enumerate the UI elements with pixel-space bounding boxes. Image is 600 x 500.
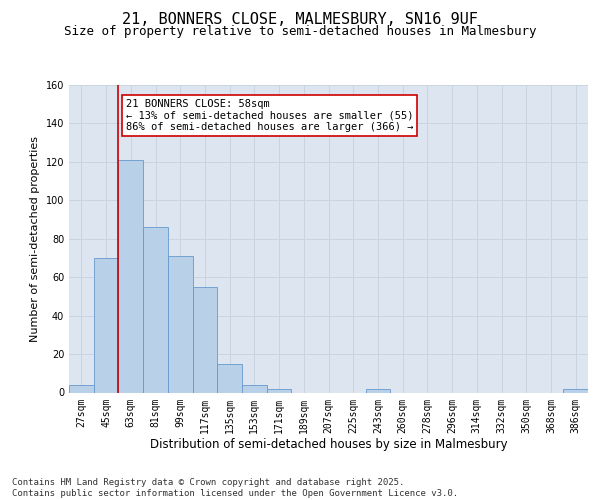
Bar: [217, 364, 242, 392]
Bar: [69, 385, 94, 392]
Bar: [365, 388, 390, 392]
Bar: [563, 388, 588, 392]
Bar: [193, 287, 217, 393]
Text: 21, BONNERS CLOSE, MALMESBURY, SN16 9UF: 21, BONNERS CLOSE, MALMESBURY, SN16 9UF: [122, 12, 478, 26]
Bar: [118, 160, 143, 392]
Text: Size of property relative to semi-detached houses in Malmesbury: Size of property relative to semi-detach…: [64, 24, 536, 38]
Bar: [94, 258, 118, 392]
Bar: [143, 227, 168, 392]
Text: Contains HM Land Registry data © Crown copyright and database right 2025.
Contai: Contains HM Land Registry data © Crown c…: [12, 478, 458, 498]
Text: 21 BONNERS CLOSE: 58sqm
← 13% of semi-detached houses are smaller (55)
86% of se: 21 BONNERS CLOSE: 58sqm ← 13% of semi-de…: [126, 99, 413, 132]
Bar: [242, 385, 267, 392]
Y-axis label: Number of semi-detached properties: Number of semi-detached properties: [30, 136, 40, 342]
X-axis label: Distribution of semi-detached houses by size in Malmesbury: Distribution of semi-detached houses by …: [149, 438, 508, 451]
Bar: [267, 388, 292, 392]
Bar: [168, 256, 193, 392]
